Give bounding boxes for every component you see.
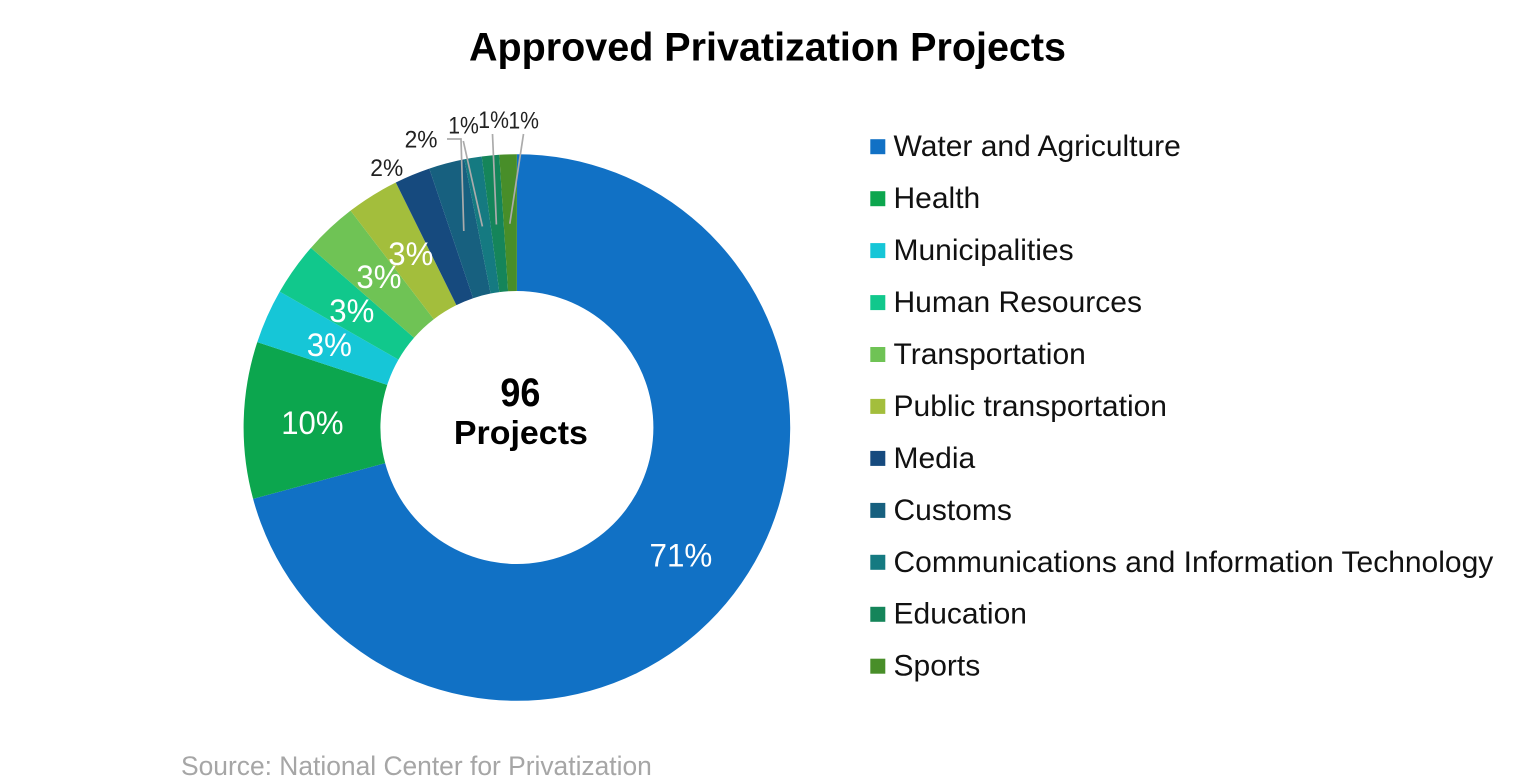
svg-text:Transportation: Transportation [894,338,1086,371]
svg-text:1%: 1% [478,107,509,134]
svg-text:Municipalities: Municipalities [894,234,1074,267]
svg-text:3%: 3% [388,236,433,272]
svg-text:96: 96 [500,371,540,415]
svg-text:2%: 2% [405,126,438,153]
svg-text:Source: National Center for Pr: Source: National Center for Privatizatio… [181,751,652,781]
svg-text:Water and Agriculture: Water and Agriculture [894,130,1181,163]
svg-text:Communications and Information: Communications and Information Technolog… [894,546,1494,579]
svg-text:10%: 10% [281,405,343,441]
svg-text:Projects: Projects [454,414,588,451]
svg-text:1%: 1% [508,108,539,135]
svg-text:Human Resources: Human Resources [894,286,1142,319]
svg-text:3%: 3% [307,327,352,363]
svg-text:Customs: Customs [894,494,1012,527]
svg-text:3%: 3% [329,293,374,329]
svg-text:71%: 71% [650,537,713,573]
svg-text:Health: Health [894,182,981,215]
svg-text:Approved Privatization Project: Approved Privatization Projects [469,26,1066,70]
svg-text:3%: 3% [356,259,401,295]
svg-text:2%: 2% [370,155,403,182]
svg-text:1%: 1% [448,113,479,140]
svg-text:Sports: Sports [894,650,981,683]
svg-text:Media: Media [894,442,976,475]
svg-text:Public transportation: Public transportation [894,390,1168,423]
svg-text:Education: Education [894,598,1027,631]
